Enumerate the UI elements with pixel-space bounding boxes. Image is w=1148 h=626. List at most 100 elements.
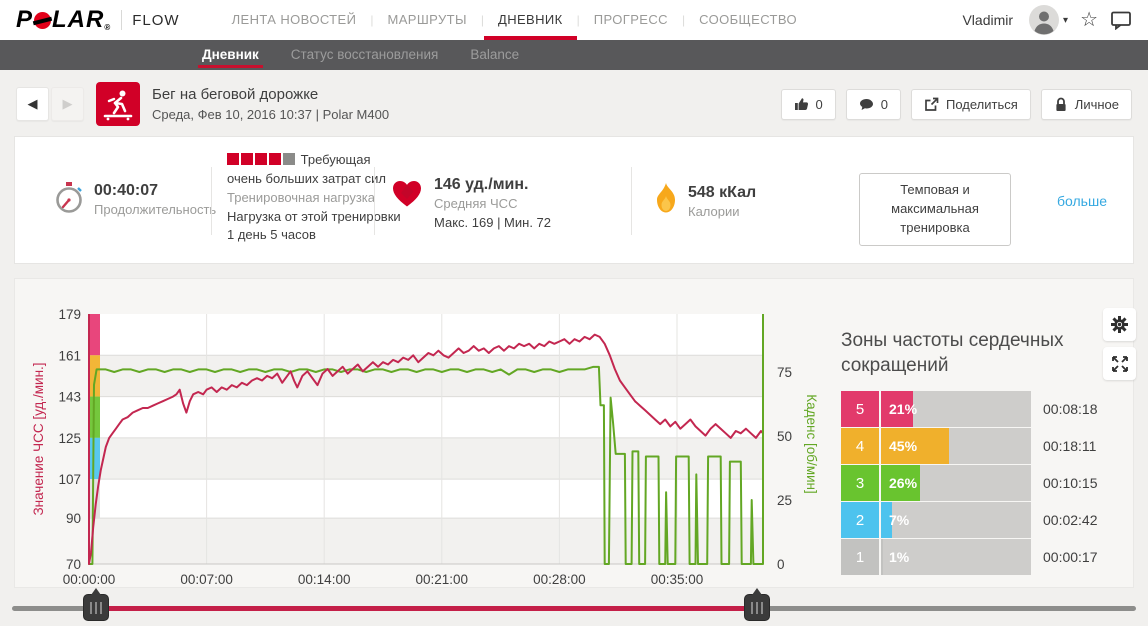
polar-logo-o-icon <box>34 11 52 29</box>
hr-axis-title: Значение ЧСС [уд./мин.] <box>31 362 46 515</box>
share-button[interactable]: Поделиться <box>910 88 1031 120</box>
zone-number: 4 <box>841 428 879 464</box>
zone-bar-fill <box>881 428 949 464</box>
x-tick-label: 00:21:00 <box>416 572 469 587</box>
stat-divider <box>631 167 632 235</box>
zone-row: 2 7% 00:02:42 <box>841 502 1131 538</box>
chart-settings-button[interactable] <box>1103 308 1136 341</box>
more-link[interactable]: больше <box>1057 193 1107 209</box>
lock-icon <box>1056 97 1066 111</box>
privacy-label: Личное <box>1074 96 1119 112</box>
zone-number: 5 <box>841 391 879 427</box>
load-square <box>241 153 253 165</box>
logo-divider <box>121 10 123 30</box>
hr-zone-band <box>90 314 100 356</box>
hr-cadence-chart[interactable]: 179 161 143 125 107 90 70 75 50 25 0 00:00:00 00:07:… <box>15 279 863 589</box>
load-squares <box>227 152 297 167</box>
load-square <box>255 153 267 165</box>
zone-percent-label: 7% <box>889 512 910 528</box>
cadence-line <box>88 365 764 565</box>
zone-row: 3 26% 00:10:15 <box>841 465 1131 501</box>
heart-rate-stat: 146 уд./мин. Средняя ЧСС Макс. 169 | Мин… <box>391 175 551 233</box>
menu-separator: | <box>681 13 686 27</box>
username[interactable]: Vladimir <box>962 12 1014 28</box>
load-square <box>269 153 281 165</box>
x-tick-label: 00:14:00 <box>298 572 351 587</box>
menu-separator: | <box>576 13 580 27</box>
calories-stat: 548 кКал Калории <box>655 183 756 222</box>
subnav-item-2[interactable]: Статус восстановления <box>290 47 439 62</box>
load-detail: Нагрузка от этой тренировки 1 день 5 час… <box>227 208 401 243</box>
cadence-tick-label: 50 <box>777 429 792 444</box>
hr-tick-label: 107 <box>58 472 81 487</box>
range-handle-left[interactable] <box>83 588 109 621</box>
nav-item-2[interactable]: МАРШРУТЫ <box>387 12 467 27</box>
hr-tick-label: 90 <box>66 511 81 526</box>
x-tick-label: 00:00:00 <box>63 572 116 587</box>
plot-stripe <box>89 437 763 480</box>
zone-percent-label: 45% <box>889 438 918 454</box>
nav-item-3[interactable]: ДНЕВНИК <box>483 0 577 40</box>
cadence-axis-title: Каденс [об/мин] <box>804 394 819 493</box>
zone-bar-fill <box>881 539 883 575</box>
like-button[interactable]: 0 <box>780 88 836 120</box>
flow-label: FLOW <box>132 11 180 29</box>
chart-expand-button[interactable] <box>1103 347 1136 380</box>
activity-titles: Бег на беговой дорожке Среда, Фев 10, 20… <box>152 86 389 122</box>
privacy-button[interactable]: Личное <box>1040 88 1132 120</box>
user-menu[interactable]: ▾ <box>1029 5 1068 35</box>
flame-icon <box>657 183 675 213</box>
nav-item-4[interactable]: ПРОГРЕСС <box>593 12 668 27</box>
avg-hr-value: 146 уд./мин. <box>434 176 529 193</box>
avg-hr-label: Средняя ЧСС <box>434 196 518 211</box>
plot-stripe <box>89 518 763 564</box>
previous-session-button[interactable]: ◀ <box>16 87 49 121</box>
zone-percent-label: 1% <box>889 549 910 565</box>
zone-percent-label: 21% <box>889 401 918 417</box>
comment-bubble-icon <box>859 98 873 110</box>
zone-number: 3 <box>841 465 879 501</box>
hr-zones-panel: Зоны частоты сердечных сокращений 5 21% 00… <box>841 329 1131 575</box>
hr-tick-label: 125 <box>58 431 81 446</box>
hr-zone-band <box>90 396 100 438</box>
training-benefit-box: Темповая и максимальная тренировка <box>859 173 1011 246</box>
range-handle-right[interactable] <box>744 588 770 621</box>
zones-rows: 5 21% 00:08:18 4 45% 00:18:11 3 26% 00:10:15 2 7% 0… <box>841 391 1131 576</box>
treadmill-running-icon <box>96 82 140 126</box>
activity-header: ◀ ▶ Бег на беговой дорожке Среда, Фев 10… <box>0 70 1148 136</box>
hr-tick-label: 70 <box>66 557 81 572</box>
zone-bar-fill <box>881 391 913 427</box>
x-tick-label: 00:07:00 <box>180 572 233 587</box>
load-square <box>283 153 295 165</box>
favorites-star-icon[interactable]: ☆ <box>1080 9 1098 31</box>
zone-bar-fill <box>881 502 892 538</box>
duration-stat: 00:40:07 Продолжительность <box>55 181 216 220</box>
menu-separator: | <box>480 13 484 27</box>
hr-tick-label: 161 <box>58 348 81 363</box>
hr-tick-label: 143 <box>58 390 81 405</box>
next-session-button: ▶ <box>51 87 84 121</box>
subnav-item-3[interactable]: Balance <box>470 47 520 62</box>
registered-mark: ® <box>104 23 112 32</box>
hr-zones-title: Зоны частоты сердечных сокращений <box>841 330 1064 376</box>
stat-divider <box>211 167 212 235</box>
polar-flow-logo[interactable]: P LAR ® FLOW <box>16 6 180 34</box>
activity-title: Бег на беговой дорожке <box>152 86 319 103</box>
comment-button[interactable]: 0 <box>845 88 901 120</box>
nav-item-1[interactable]: ЛЕНТА НОВОСТЕЙ <box>231 12 357 27</box>
expand-arrows-icon <box>1111 355 1128 372</box>
chart-section: 179 161 143 125 107 90 70 75 50 25 0 00:00:00 00:07:… <box>14 278 1136 589</box>
subnav-item-1[interactable]: Дневник <box>186 40 275 70</box>
zone-bar-track: 26% <box>881 465 1031 501</box>
zone-bar-fill <box>881 465 920 501</box>
load-label: Тренировочная нагрузка <box>227 189 376 205</box>
sub-nav: Дневник Статус восстановления Balance <box>0 40 1148 70</box>
zone-row: 5 21% 00:08:18 <box>841 391 1131 427</box>
zone-row: 1 1% 00:00:17 <box>841 539 1131 575</box>
menu-separator: | <box>370 13 374 27</box>
messages-icon[interactable] <box>1110 10 1132 30</box>
zone-bar-track: 1% <box>881 539 1031 575</box>
hr-line <box>88 333 764 565</box>
nav-item-5[interactable]: СООБЩЕСТВО <box>699 12 798 27</box>
training-load-stat: Требующая очень больших затрат сил Трени… <box>227 151 409 245</box>
